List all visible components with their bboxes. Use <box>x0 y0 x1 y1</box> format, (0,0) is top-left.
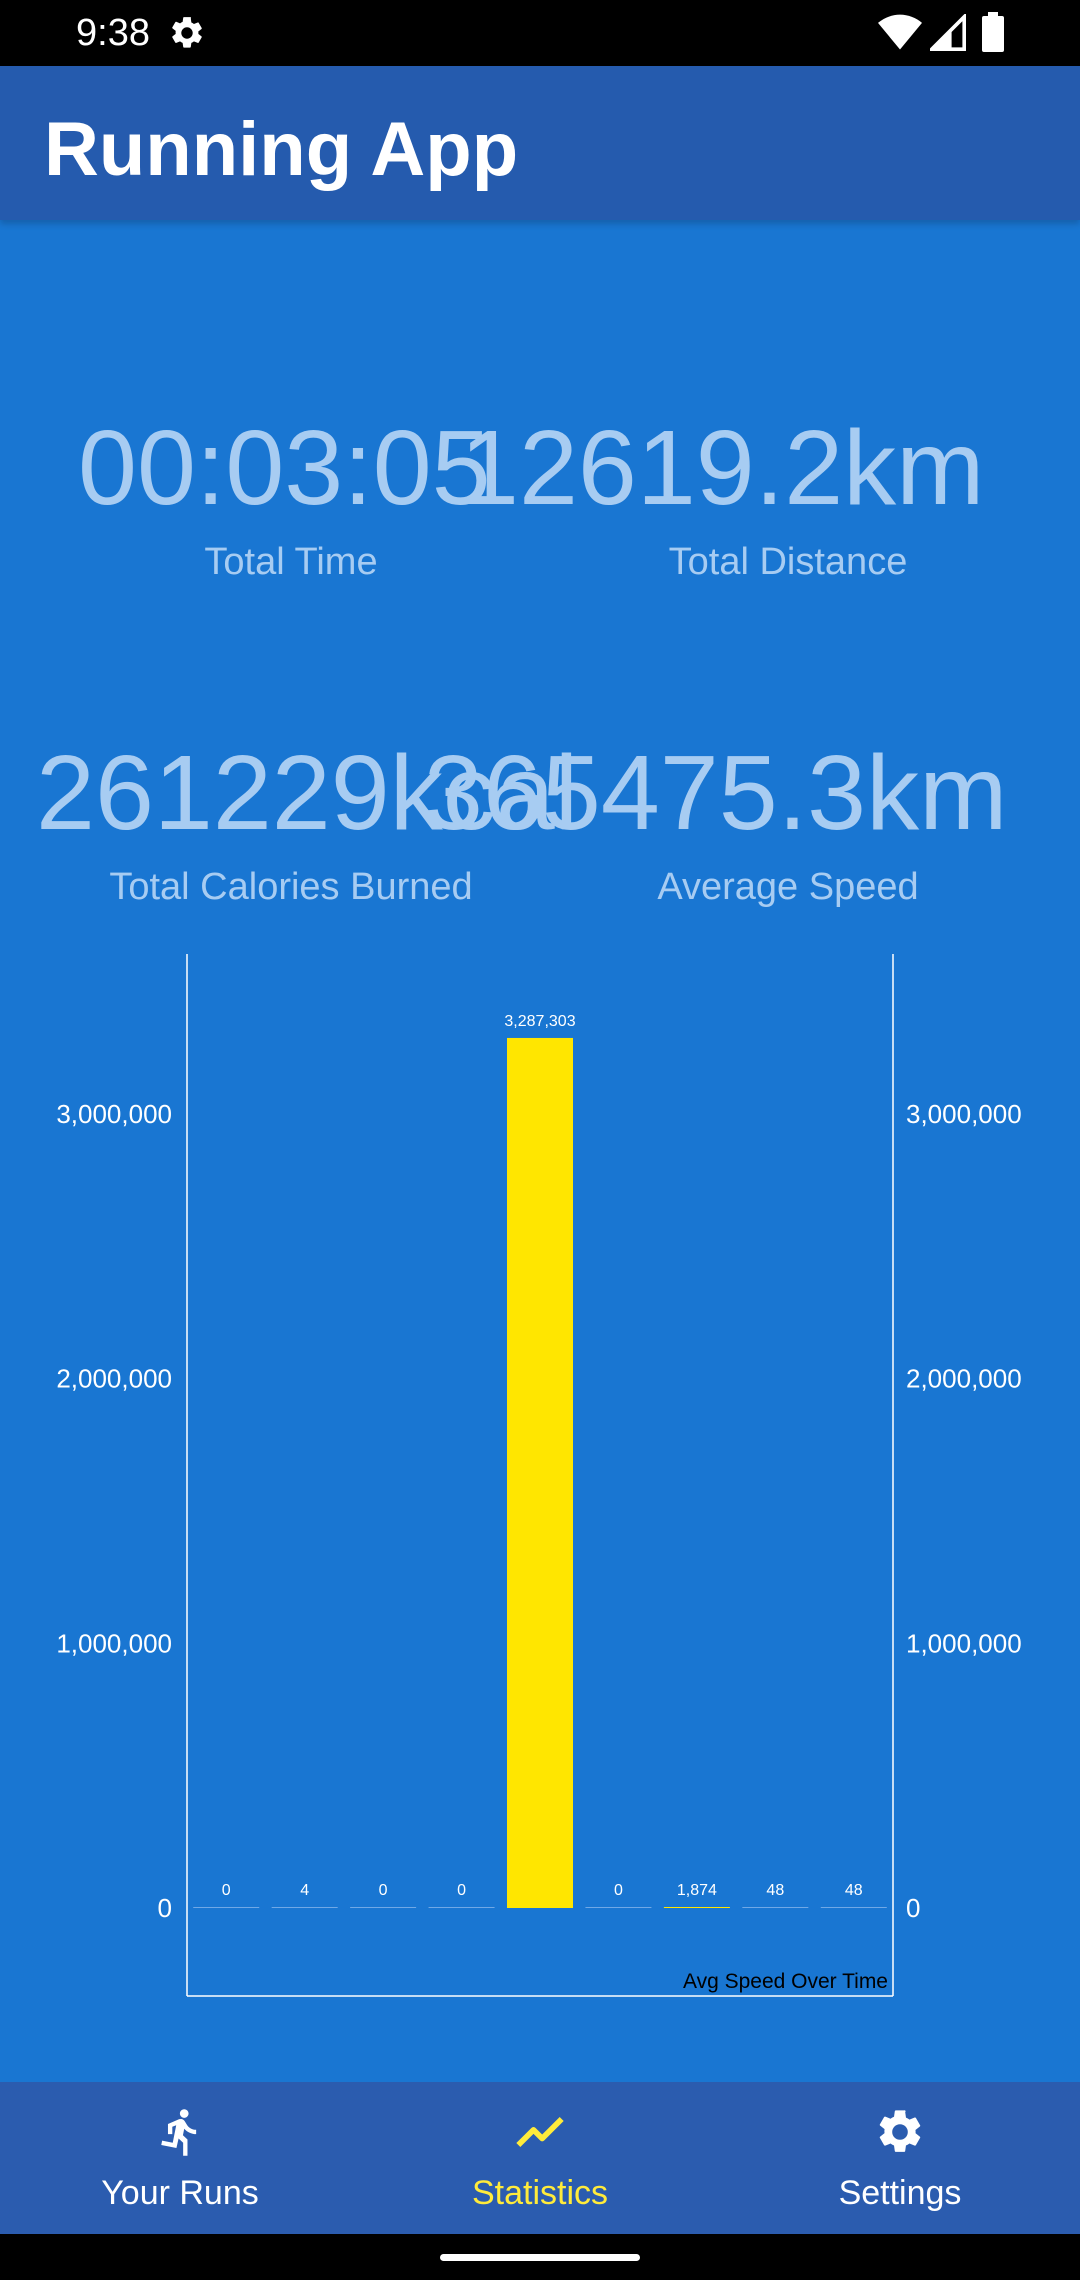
total-calories-value: 261229kcal <box>36 734 579 852</box>
bar-value-label: 3,287,303 <box>504 1013 575 1030</box>
average-speed-label: Average Speed <box>657 866 919 908</box>
nav-settings[interactable]: Settings <box>720 2082 1080 2234</box>
bar-value-label: 48 <box>766 1882 784 1899</box>
total-distance-value: 12619.2km <box>460 409 985 527</box>
chart-bar <box>193 1907 260 1908</box>
bottom-navigation: Your Runs Statistics Settings <box>0 2082 1080 2234</box>
gesture-area <box>0 2234 1080 2280</box>
bar-value-label: 0 <box>614 1882 623 1899</box>
chart-bar <box>820 1907 887 1908</box>
chart-bar <box>507 1037 573 1908</box>
total-time-label: Total Time <box>204 541 378 583</box>
wifi-icon <box>878 14 922 50</box>
bar-value-label: 1,874 <box>677 1882 717 1899</box>
nav-label: Settings <box>838 2174 962 2212</box>
status-bar: 9:38 <box>0 0 1080 66</box>
y-tick-label-left: 1,000,000 <box>56 1628 172 1658</box>
signal-icon <box>930 14 966 51</box>
avg-speed-chart: 0 0 1,000,000 1,000,000 2,000,000 2,000,000 3,… <box>56 954 1022 1997</box>
y-tick-label-left: 0 <box>158 1893 172 1923</box>
chart-bar <box>428 1907 495 1908</box>
chart-bar <box>663 1907 730 1908</box>
total-calories-label: Total Calories Burned <box>109 866 473 908</box>
y-tick-label-left: 3,000,000 <box>56 1099 172 1129</box>
y-tick-label-right: 2,000,000 <box>906 1364 1022 1394</box>
chart-bar <box>350 1907 417 1908</box>
total-distance-label: Total Distance <box>668 541 908 583</box>
bar-value-label: 0 <box>379 1882 388 1899</box>
y-tick-label-right: 1,000,000 <box>906 1628 1022 1658</box>
chart-bar <box>742 1907 809 1908</box>
chart-bar <box>585 1907 652 1908</box>
average-speed-value: 365475.3km <box>424 734 1008 852</box>
y-tick-label-right: 0 <box>906 1893 920 1923</box>
app-bar: Running App <box>0 66 1080 220</box>
nav-label: Your Runs <box>101 2174 259 2212</box>
battery-icon <box>982 12 1004 52</box>
gear-icon <box>172 17 202 48</box>
bar-value-label: 0 <box>457 1882 466 1899</box>
gear-icon <box>879 2110 921 2152</box>
bar-value-label: 4 <box>300 1882 309 1899</box>
nav-statistics[interactable]: Statistics <box>360 2082 720 2234</box>
app-title: Running App <box>44 107 519 192</box>
total-time-value: 00:03:05 <box>78 409 491 527</box>
running-icon <box>161 2109 197 2156</box>
gesture-handle[interactable] <box>440 2254 640 2261</box>
y-tick-label-right: 3,000,000 <box>906 1099 1022 1129</box>
chart-title: Avg Speed Over Time <box>683 1970 888 1993</box>
bar-value-label: 0 <box>222 1882 231 1899</box>
nav-label: Statistics <box>471 2174 609 2212</box>
status-time: 9:38 <box>76 12 150 54</box>
y-tick-label-left: 2,000,000 <box>56 1364 172 1394</box>
trending-up-icon <box>516 2117 564 2147</box>
bar-value-label: 48 <box>845 1882 863 1899</box>
chart-bar <box>271 1907 338 1908</box>
nav-your-runs[interactable]: Your Runs <box>0 2082 360 2234</box>
